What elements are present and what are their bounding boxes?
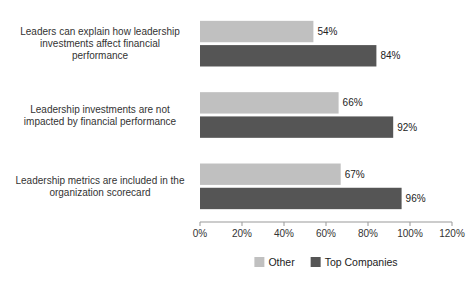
tick bbox=[368, 222, 369, 226]
category-label: Leadership metrics are included in theor… bbox=[16, 175, 185, 198]
data-label: 67% bbox=[345, 169, 365, 180]
tick-label: 20% bbox=[232, 228, 252, 239]
tick-label: 40% bbox=[274, 228, 294, 239]
data-label: 66% bbox=[343, 97, 363, 108]
tick bbox=[452, 222, 453, 226]
legend-swatch bbox=[311, 257, 321, 267]
tick-label: 80% bbox=[358, 228, 378, 239]
tick bbox=[410, 222, 411, 226]
data-label: 96% bbox=[406, 193, 426, 204]
chart: 54% 84% 66% 92% 67% 96% Leaders can explain ho… bbox=[0, 0, 474, 286]
tick bbox=[242, 222, 243, 226]
category-label: Leadership investments are notimpacted b… bbox=[24, 104, 177, 127]
tick bbox=[326, 222, 327, 226]
bar bbox=[200, 116, 393, 137]
tick-label: 100% bbox=[397, 228, 423, 239]
bars bbox=[200, 21, 402, 209]
tick-label: 60% bbox=[316, 228, 336, 239]
x-axis: 0% 20% 40% 60% 80% 100% 120% bbox=[193, 222, 465, 239]
tick bbox=[200, 222, 201, 226]
tick bbox=[284, 222, 285, 226]
data-label: 84% bbox=[380, 50, 400, 61]
legend-label: Other bbox=[268, 256, 295, 268]
bar bbox=[200, 45, 376, 66]
data-label: 92% bbox=[397, 122, 417, 133]
data-labels: 54% 84% 66% 92% 67% 96% bbox=[317, 26, 425, 204]
bar bbox=[200, 92, 339, 113]
legend-swatch bbox=[254, 257, 264, 267]
bar bbox=[200, 188, 402, 209]
tick-label: 120% bbox=[439, 228, 465, 239]
data-label: 54% bbox=[317, 26, 337, 37]
legend: Other Top Companies bbox=[254, 256, 397, 268]
legend-label: Top Companies bbox=[325, 256, 398, 268]
bar bbox=[200, 21, 313, 42]
bar bbox=[200, 164, 341, 185]
tick-label: 0% bbox=[193, 228, 208, 239]
category-label: Leaders can explain how leadershipinvest… bbox=[20, 26, 180, 61]
